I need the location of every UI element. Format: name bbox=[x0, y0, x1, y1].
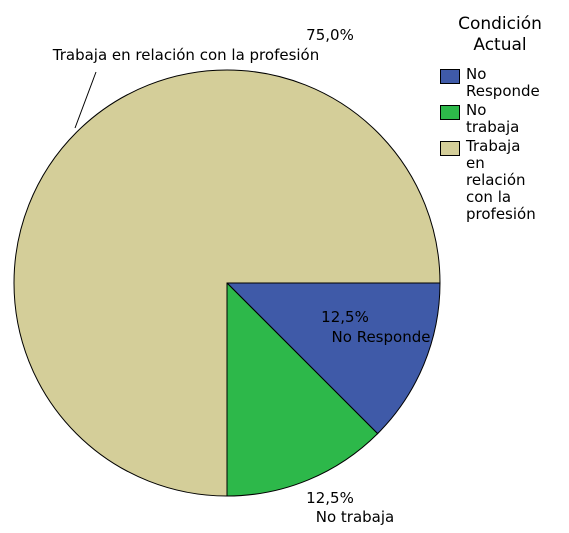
pie-slice bbox=[225, 282, 441, 435]
legend: Condición Actual No Responde No trabaja Tr… bbox=[440, 14, 565, 225]
value-label: 75,0% bbox=[306, 26, 354, 44]
legend-entry: No trabaja bbox=[440, 102, 540, 136]
legend-label: No trabaja bbox=[466, 101, 520, 136]
leader-line bbox=[74, 71, 97, 129]
legend-title: Condición Actual bbox=[458, 14, 542, 55]
legend-swatch bbox=[440, 105, 460, 120]
legend-swatch bbox=[440, 69, 460, 84]
slice-label: Trabaja en relación con la profesión bbox=[52, 46, 320, 64]
legend-entry: Trabaja en relación con la profesión bbox=[440, 138, 540, 223]
slice-label: No Responde bbox=[332, 328, 431, 346]
pie-slice bbox=[226, 281, 379, 497]
value-label: 12,5% bbox=[306, 489, 354, 507]
legend-swatch bbox=[440, 141, 460, 156]
legend-label: No Responde bbox=[466, 65, 540, 100]
pie-slice bbox=[13, 69, 441, 497]
slice-label: No trabaja bbox=[316, 508, 394, 526]
legend-entry: No Responde bbox=[440, 66, 540, 100]
value-label: 12,5% bbox=[321, 308, 369, 326]
legend-label: Trabaja en relación con la profesión bbox=[466, 137, 536, 223]
